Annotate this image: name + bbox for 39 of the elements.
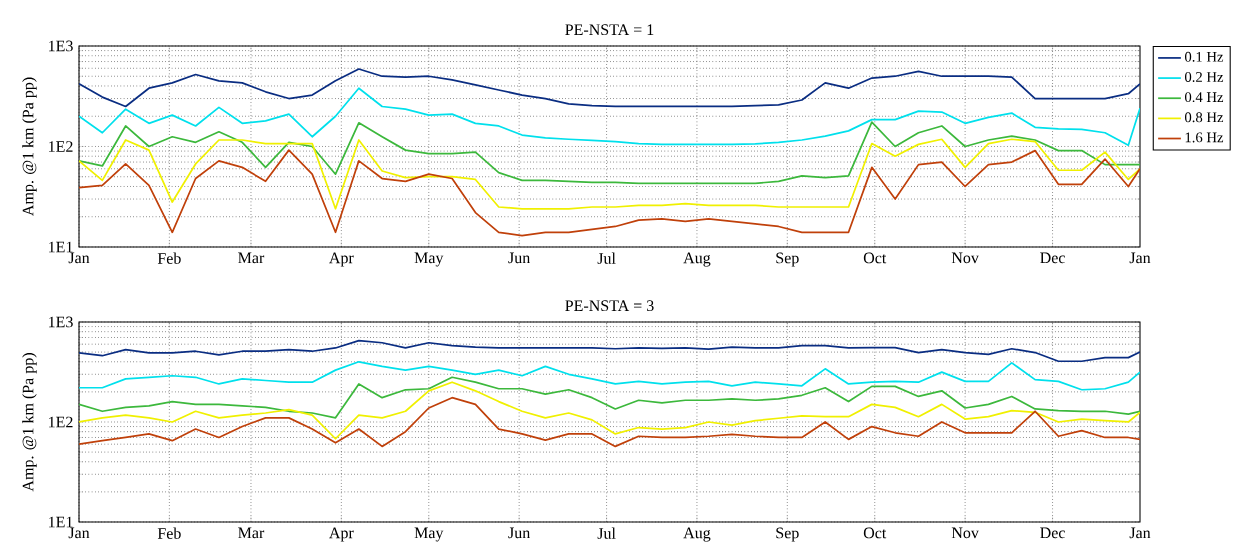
chart-title: PE-NSTA = 1	[565, 24, 654, 36]
x-tick-label: May	[414, 527, 444, 542]
legend-label: 0.2 Hz	[1184, 72, 1224, 82]
x-tick-label: Apr	[329, 252, 354, 267]
x-tick-label: Oct	[863, 527, 887, 539]
x-tick-label: Jun	[508, 252, 531, 264]
x-tick-label: Dec	[1040, 527, 1065, 539]
x-tick-label: Jan	[68, 252, 90, 264]
x-tick-label: Apr	[329, 527, 354, 542]
y-tick-label: 1E1	[49, 241, 73, 253]
x-tick-label: Jul	[597, 527, 616, 539]
y-tick-label: 1E1	[49, 516, 73, 528]
x-tick-label: May	[414, 252, 444, 267]
x-tick-label: Aug	[683, 252, 711, 267]
y-axis-title: Amp. @1 km (Pa pp)	[22, 353, 37, 492]
x-tick-label: Dec	[1040, 252, 1065, 264]
y-axis-title: Amp. @1 km (Pa pp)	[22, 77, 37, 216]
x-tick-label: Feb	[157, 527, 181, 539]
x-tick-label: Nov	[951, 527, 979, 539]
x-tick-label: Sep	[776, 527, 799, 542]
chart-title: PE-NSTA = 3	[565, 300, 654, 312]
y-tick-label: 1E2	[49, 416, 73, 428]
y-tick-label: 1E3	[49, 40, 73, 52]
legend-label: 0.1 Hz	[1184, 51, 1224, 62]
x-tick-label: Oct	[863, 252, 887, 264]
legend-label: 0.4 Hz	[1184, 92, 1224, 103]
x-tick-label: Aug	[683, 527, 711, 542]
y-tick-label: 1E2	[49, 141, 73, 152]
x-tick-label: Sep	[776, 252, 799, 267]
x-tick-label: Jun	[508, 527, 531, 539]
x-tick-label: Nov	[951, 252, 979, 264]
x-tick-label: Jul	[597, 252, 616, 264]
legend-label: 0.8 Hz	[1184, 112, 1224, 123]
legend-label: 1.6 Hz	[1185, 132, 1224, 143]
x-tick-label: Feb	[157, 252, 181, 264]
x-tick-label: Mar	[238, 252, 265, 264]
y-tick-label: 1E3	[49, 316, 73, 328]
x-tick-label: Jan	[68, 527, 90, 539]
x-tick-label: Mar	[238, 527, 265, 539]
